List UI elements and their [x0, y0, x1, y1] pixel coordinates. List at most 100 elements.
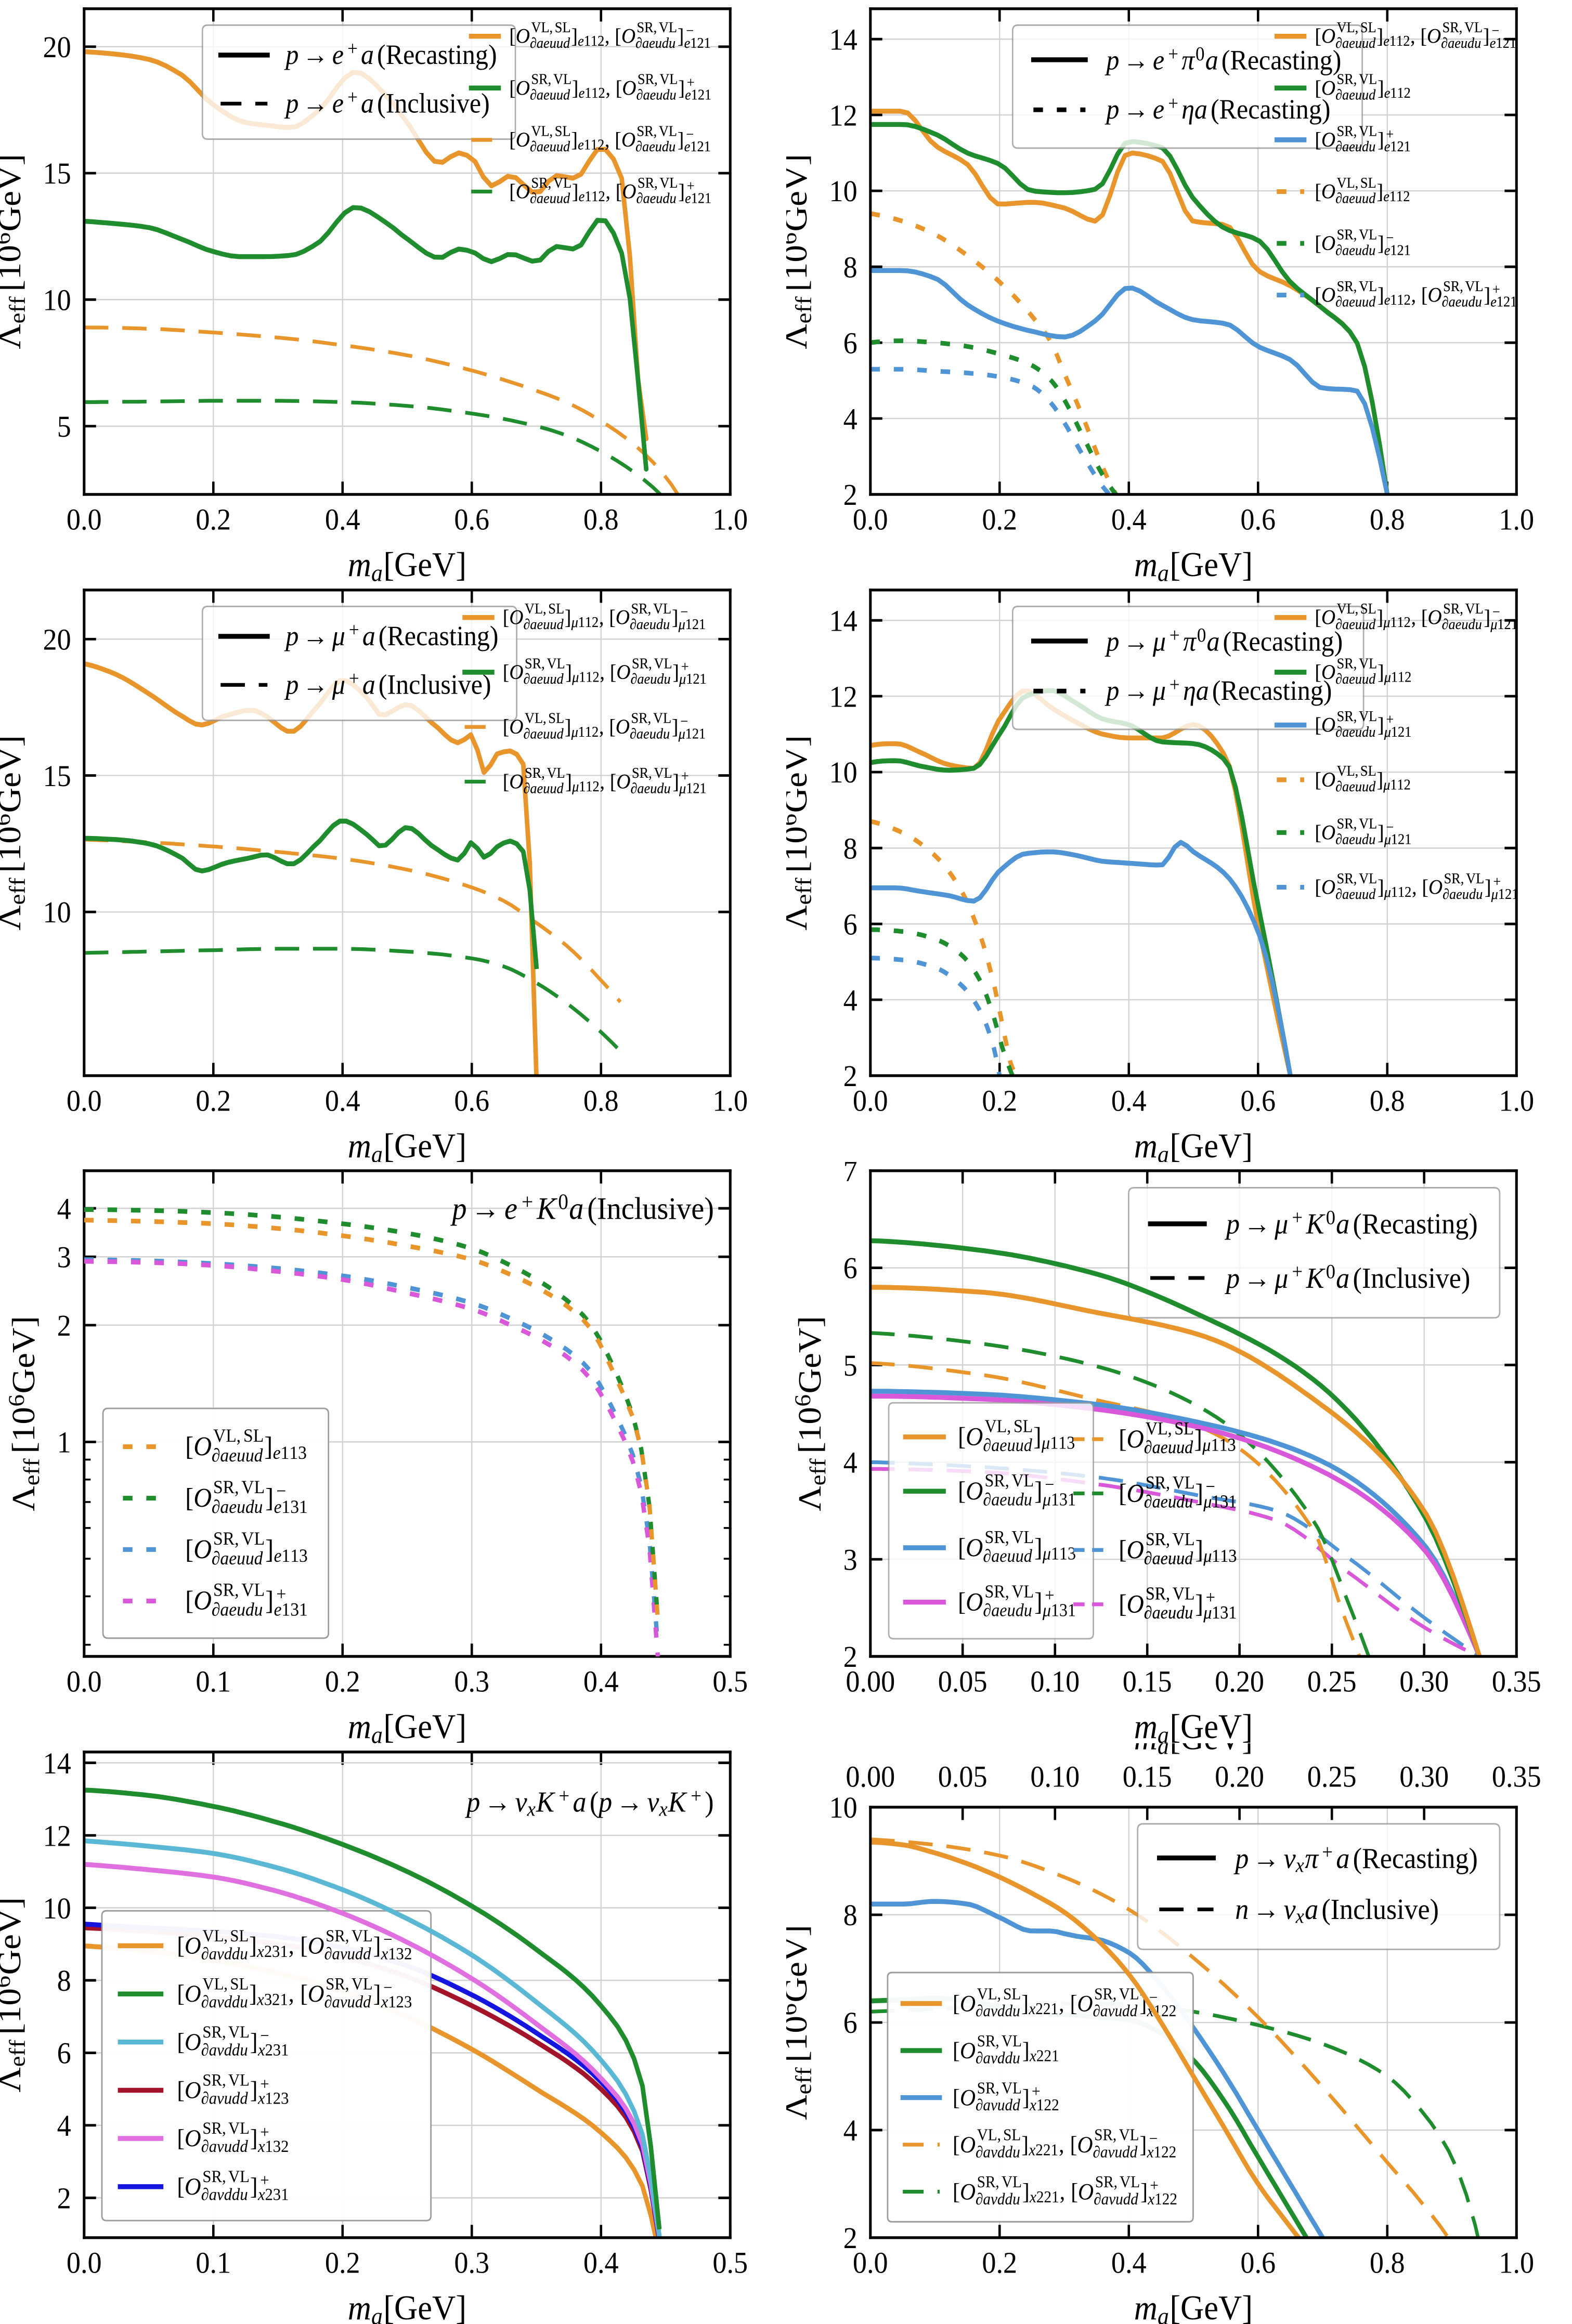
svg-text:pμa→(Recasting)+: p μ a→ (Recasting)+	[283, 619, 498, 651]
svg-text:0.0: 0.0	[852, 2246, 888, 2279]
svg-text:Λ[10GeV]eff6: Λ[10GeV]eff6	[0, 735, 30, 931]
svg-text:0.3: 0.3	[454, 1665, 489, 1699]
svg-text:0.8: 0.8	[1369, 2246, 1405, 2279]
svg-text:ma[GeV]: ma[GeV]	[348, 1707, 466, 1743]
svg-text:0.0: 0.0	[67, 1084, 102, 1117]
svg-text:0.4: 0.4	[583, 2246, 619, 2279]
svg-text:14: 14	[43, 1747, 71, 1780]
svg-text:8: 8	[843, 251, 857, 284]
svg-text:0.0: 0.0	[852, 503, 888, 537]
svg-text:10: 10	[43, 896, 71, 929]
svg-text:0.4: 0.4	[325, 503, 360, 537]
svg-text:0.2: 0.2	[325, 2246, 360, 2279]
svg-text:0.4: 0.4	[1111, 1084, 1146, 1117]
svg-text:0.4: 0.4	[325, 1084, 360, 1117]
svg-text:0.15: 0.15	[1122, 1760, 1172, 1793]
svg-text:0.4: 0.4	[1111, 503, 1146, 537]
svg-text:0.25: 0.25	[1307, 1760, 1356, 1793]
svg-text:ma[GeV]: ma[GeV]	[1134, 1127, 1252, 1162]
svg-text:0.2: 0.2	[325, 1665, 360, 1699]
svg-text:4: 4	[57, 1193, 71, 1226]
svg-text:pμa→(Inclusive)+: p μ a→ (Inclusive)+	[283, 667, 491, 700]
svg-text:pea→(Inclusive)+: p e a→ (Inclusive)+	[283, 86, 489, 119]
svg-text:1.0: 1.0	[712, 503, 748, 537]
svg-text:peπa→(Recasting)+0: p e π a→ (Recasting)+ 0	[1104, 43, 1341, 76]
svg-text:ma[GeV]: ma[GeV]	[348, 1127, 466, 1162]
svg-text:1.0: 1.0	[712, 1084, 748, 1117]
svg-text:2: 2	[57, 1309, 71, 1342]
svg-text:0.20: 0.20	[1215, 1760, 1264, 1793]
svg-text:0.25: 0.25	[1307, 1665, 1356, 1699]
svg-text:12: 12	[829, 680, 857, 713]
svg-text:0.4: 0.4	[583, 1665, 619, 1699]
svg-text:15: 15	[43, 760, 71, 793]
svg-text:12: 12	[43, 1819, 71, 1852]
svg-text:1.0: 1.0	[1499, 1084, 1534, 1117]
svg-text:Λ[10GeV]eff6: Λ[10GeV]eff6	[786, 735, 816, 931]
svg-text:0.30: 0.30	[1399, 1665, 1449, 1699]
svg-text:2: 2	[843, 1640, 857, 1674]
svg-text:0.35: 0.35	[1491, 1760, 1541, 1793]
svg-text:20: 20	[43, 623, 71, 656]
svg-text:0.8: 0.8	[583, 503, 619, 537]
svg-text:0.3: 0.3	[454, 2246, 489, 2279]
svg-text:10: 10	[829, 756, 857, 789]
svg-text:2: 2	[843, 2222, 857, 2255]
svg-text:6: 6	[843, 2006, 857, 2040]
svg-text:6: 6	[843, 327, 857, 360]
svg-text:0.5: 0.5	[712, 2246, 748, 2279]
svg-text:nνa→(Inclusive)x: n ν a→ (Inclusive)x	[1235, 1893, 1439, 1928]
svg-text:5: 5	[843, 1349, 857, 1382]
svg-text:0.2: 0.2	[982, 1084, 1017, 1117]
svg-text:14: 14	[829, 604, 857, 637]
svg-text:ma[GeV]: ma[GeV]	[1134, 1743, 1252, 1759]
svg-text:8: 8	[57, 1964, 71, 1997]
svg-text:0.6: 0.6	[454, 503, 489, 537]
svg-text:ma[GeV]: ma[GeV]	[348, 545, 466, 581]
svg-text:12: 12	[829, 99, 857, 133]
svg-text:0.4: 0.4	[1111, 2246, 1146, 2279]
svg-text:0.35: 0.35	[1491, 1665, 1541, 1699]
svg-text:1.0: 1.0	[1499, 503, 1534, 537]
svg-text:0.1: 0.1	[196, 2246, 231, 2279]
svg-text:10: 10	[829, 1791, 857, 1824]
svg-text:1: 1	[57, 1426, 71, 1459]
svg-text:10: 10	[43, 1892, 71, 1925]
svg-text:0.10: 0.10	[1030, 1665, 1080, 1699]
svg-text:0.0: 0.0	[852, 1084, 888, 1117]
svg-text:0.2: 0.2	[196, 1084, 231, 1117]
svg-text:[],[]OO∂SR,VL221∂SR,VL+122avdd: [],[]OO∂SR,VL221∂SR,VL+122avdduxavuddx	[953, 2173, 1177, 2208]
svg-text:ma[GeV]: ma[GeV]	[1134, 2289, 1252, 2324]
svg-text:0.1: 0.1	[196, 1665, 231, 1699]
svg-text:0.30: 0.30	[1399, 1760, 1449, 1793]
svg-text:4: 4	[843, 403, 857, 436]
svg-text:pνπa→(Recasting)x+: p ν π a→ (Recasting)x+	[1233, 1840, 1477, 1876]
svg-text:0.15: 0.15	[1122, 1665, 1172, 1699]
svg-text:pea→(Recasting)+: p e a→ (Recasting)+	[283, 38, 497, 71]
svg-text:0.0: 0.0	[67, 503, 102, 537]
svg-text:0.5: 0.5	[712, 1665, 748, 1699]
svg-text:4: 4	[57, 2109, 71, 2143]
svg-text:4: 4	[843, 984, 857, 1017]
svg-text:10: 10	[829, 175, 857, 208]
svg-text:Λ[10GeV]eff6: Λ[10GeV]eff6	[786, 1925, 816, 2120]
svg-text:0.10: 0.10	[1030, 1760, 1080, 1793]
svg-text:0.6: 0.6	[454, 1084, 489, 1117]
svg-text:0.20: 0.20	[1215, 1665, 1264, 1699]
svg-text:peηa→(Recasting)+: p e ηa→ (Recasting)+	[1104, 93, 1330, 125]
svg-text:1.0: 1.0	[1499, 2246, 1534, 2279]
svg-text:0.6: 0.6	[1240, 2246, 1276, 2279]
svg-text:ma[GeV]: ma[GeV]	[1134, 545, 1252, 581]
svg-text:8: 8	[843, 832, 857, 865]
svg-text:0.00: 0.00	[846, 1760, 895, 1793]
svg-text:14: 14	[829, 23, 857, 57]
svg-text:3: 3	[843, 1544, 857, 1577]
svg-text:6: 6	[57, 2036, 71, 2070]
svg-text:0.05: 0.05	[938, 1760, 987, 1793]
svg-text:pμηa→(Recasting)+: p μ ηa→ (Recasting)+	[1104, 673, 1332, 706]
svg-text:3: 3	[57, 1241, 71, 1274]
svg-text:ma[GeV]: ma[GeV]	[1134, 1707, 1252, 1743]
